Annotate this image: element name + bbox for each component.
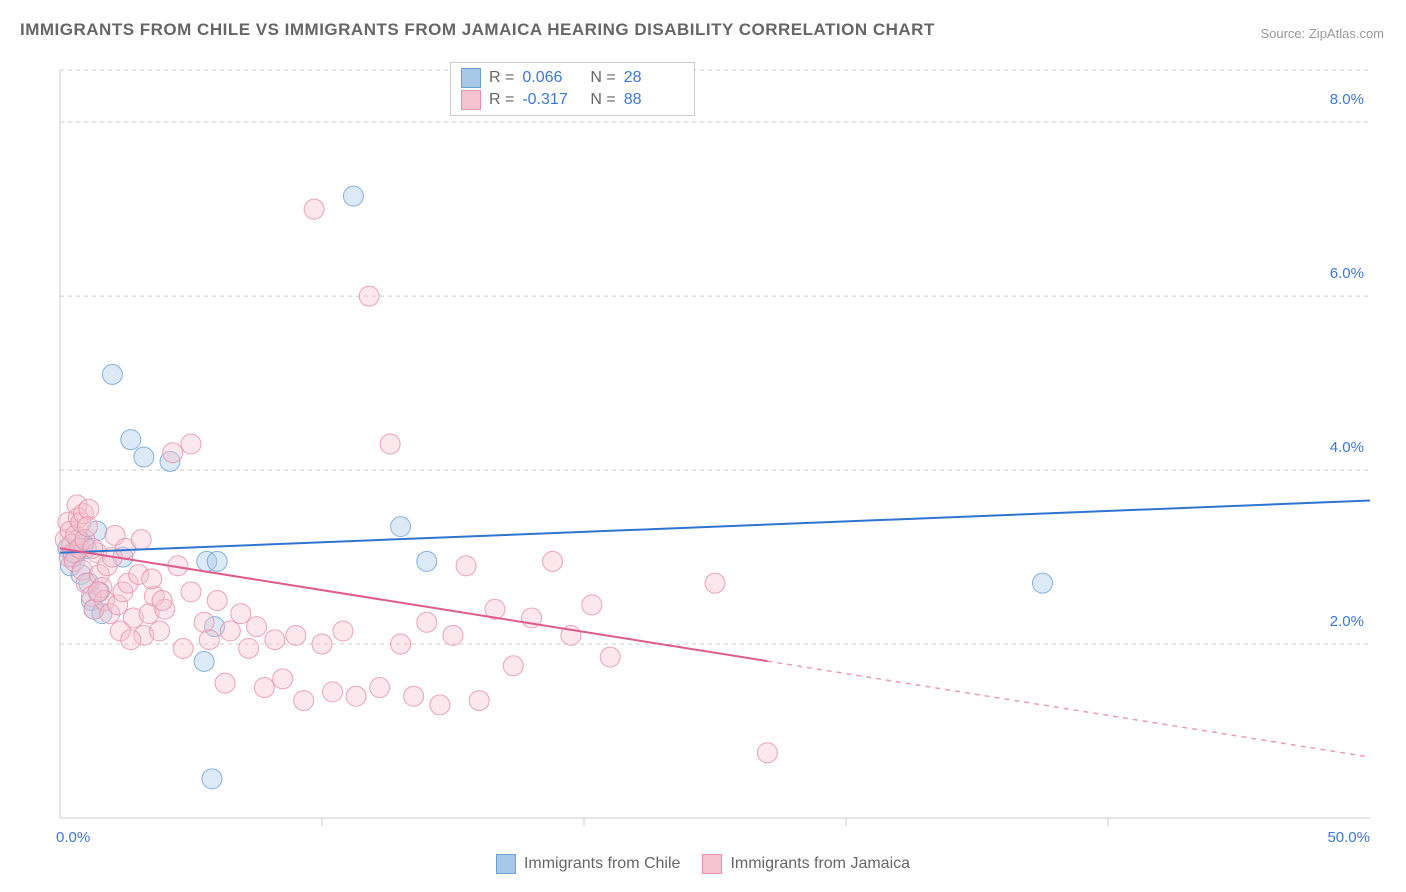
scatter-chart: 2.0% 4.0% 6.0% 8.0% 0.0% 50.0% xyxy=(50,58,1380,848)
r-value: 0.066 xyxy=(522,67,582,89)
legend-label: Immigrants from Jamaica xyxy=(730,855,910,873)
data-point xyxy=(163,443,183,463)
stats-row: R = 0.066 N = 28 xyxy=(461,67,684,89)
data-point xyxy=(757,743,777,763)
svg-text:6.0%: 6.0% xyxy=(1330,265,1364,282)
data-point xyxy=(430,695,450,715)
data-point xyxy=(273,669,293,689)
data-point xyxy=(194,612,214,632)
data-point xyxy=(391,517,411,537)
svg-text:4.0%: 4.0% xyxy=(1330,439,1364,456)
legend-item: Immigrants from Jamaica xyxy=(702,854,910,874)
data-point xyxy=(359,286,379,306)
data-point xyxy=(380,434,400,454)
data-point xyxy=(78,517,98,537)
data-point xyxy=(582,595,602,615)
data-point xyxy=(322,682,342,702)
svg-text:8.0%: 8.0% xyxy=(1330,91,1364,108)
data-point xyxy=(181,434,201,454)
svg-text:50.0%: 50.0% xyxy=(1327,829,1370,846)
data-point xyxy=(150,621,170,641)
data-point xyxy=(231,604,251,624)
data-point xyxy=(346,686,366,706)
data-point xyxy=(469,691,489,711)
legend-label: Immigrants from Chile xyxy=(524,855,680,873)
data-point xyxy=(142,569,162,589)
legend-swatch xyxy=(702,854,722,874)
source-label: Source: ZipAtlas.com xyxy=(1260,26,1384,41)
data-point xyxy=(134,447,154,467)
data-point xyxy=(600,647,620,667)
n-label: N = xyxy=(590,67,615,89)
data-point xyxy=(404,686,424,706)
correlation-stats-box: R = 0.066 N = 28 R = -0.317 N = 88 xyxy=(450,62,695,116)
data-point xyxy=(207,551,227,571)
data-point xyxy=(343,186,363,206)
data-point xyxy=(194,651,214,671)
data-point xyxy=(417,551,437,571)
series-swatch xyxy=(461,68,481,88)
data-point xyxy=(121,630,141,650)
data-point xyxy=(239,638,259,658)
data-point xyxy=(202,769,222,789)
data-point xyxy=(333,621,353,641)
r-label: R = xyxy=(489,67,514,89)
data-point xyxy=(294,691,314,711)
svg-text:0.0%: 0.0% xyxy=(56,829,90,846)
data-point xyxy=(286,625,306,645)
data-point xyxy=(121,430,141,450)
svg-text:2.0%: 2.0% xyxy=(1330,613,1364,630)
data-point xyxy=(312,634,332,654)
data-point xyxy=(443,625,463,645)
trend-line xyxy=(60,501,1370,553)
n-value: 88 xyxy=(624,89,684,111)
series-swatch xyxy=(461,90,481,110)
r-value: -0.317 xyxy=(522,89,582,111)
data-point xyxy=(152,591,172,611)
data-point xyxy=(102,364,122,384)
data-point xyxy=(215,673,235,693)
trend-line-extrapolated xyxy=(767,661,1370,757)
data-point xyxy=(391,634,411,654)
data-point xyxy=(304,199,324,219)
data-point xyxy=(265,630,285,650)
legend: Immigrants from Chile Immigrants from Jam… xyxy=(0,854,1406,874)
data-point xyxy=(370,678,390,698)
legend-swatch xyxy=(496,854,516,874)
data-point xyxy=(247,617,267,637)
legend-item: Immigrants from Chile xyxy=(496,854,680,874)
n-value: 28 xyxy=(624,67,684,89)
data-point xyxy=(456,556,476,576)
data-point xyxy=(88,582,108,602)
data-point xyxy=(181,582,201,602)
data-point xyxy=(207,591,227,611)
r-label: R = xyxy=(489,89,514,111)
data-point xyxy=(131,530,151,550)
data-point xyxy=(173,638,193,658)
data-point xyxy=(220,621,240,641)
data-point xyxy=(199,630,219,650)
data-point xyxy=(254,678,274,698)
stats-row: R = -0.317 N = 88 xyxy=(461,89,684,111)
data-point xyxy=(543,551,563,571)
data-point xyxy=(503,656,523,676)
data-point xyxy=(1033,573,1053,593)
n-label: N = xyxy=(590,89,615,111)
data-point xyxy=(417,612,437,632)
chart-title: IMMIGRANTS FROM CHILE VS IMMIGRANTS FROM… xyxy=(20,20,935,40)
data-point xyxy=(705,573,725,593)
